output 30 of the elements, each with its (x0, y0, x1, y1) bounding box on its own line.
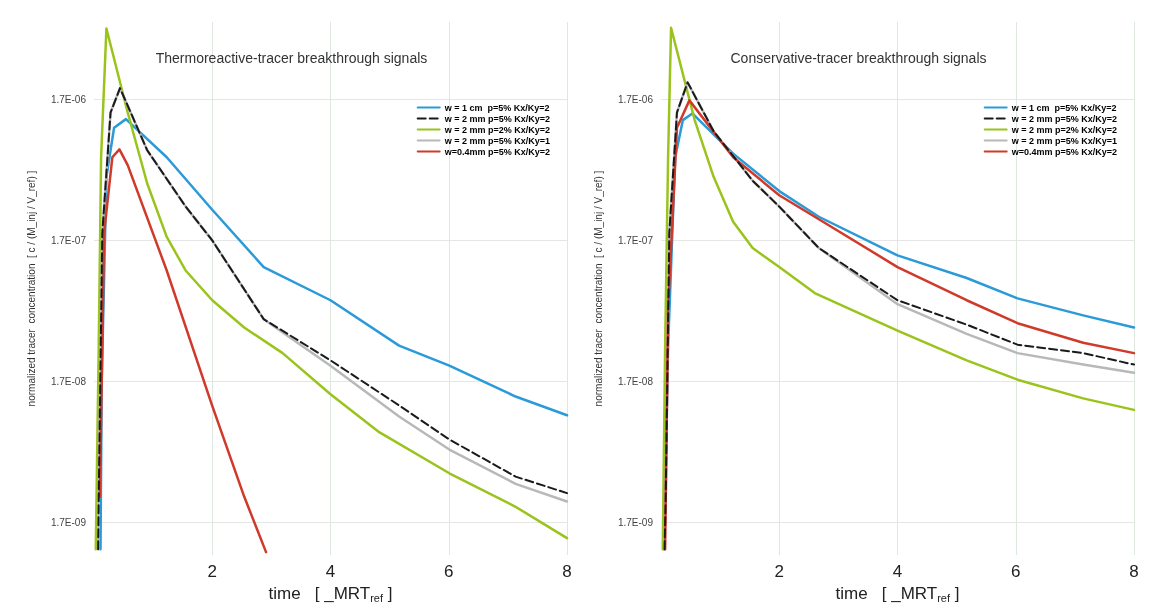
y-tick-label: 1.7E-06 (617, 93, 654, 105)
legend-label: w=0.4mm p=5% Kx/Ky=2 (1010, 146, 1118, 157)
text: Thermoreactive-tracer breakthrough signals (155, 50, 428, 66)
legend-label: w = 2 mm p=5% Kx/Ky=2 (443, 113, 551, 124)
y-tick-label: 1.7E-06 (50, 93, 87, 105)
x-tick-label: 6 (1011, 562, 1021, 582)
y-axis-title: normalized tracer concentration [ c / (M_inj / V_ref) ] (25, 170, 37, 407)
x-tick-label: 8 (562, 562, 572, 582)
x-tick-label: 4 (892, 562, 903, 582)
x-tick-label: 6 (444, 562, 454, 582)
legend-label: w=0.4mm p=5% Kx/Ky=2 (443, 146, 551, 157)
legend-label: w = 1 cm p=5% Kx/Ky=2 (443, 102, 550, 113)
y-axis-title: normalized tracer concentration [ c / (M_inj / V_ref) ] (592, 170, 604, 407)
x-tick-label: 8 (1129, 562, 1139, 582)
legend-label: w = 2 mm p=5% Kx/Ky=2 (1010, 113, 1118, 124)
legend-label: w = 2 mm p=2% Kx/Ky=2 (1010, 124, 1118, 135)
y-tick-label: 1.7E-09 (50, 517, 87, 529)
x-tick-label: 2 (207, 562, 217, 582)
y-tick-label: 1.7E-08 (50, 375, 87, 387)
y-tick-label: 1.7E-07 (50, 234, 87, 246)
x-tick-label: 4 (325, 562, 336, 582)
legend-label: w = 2 mm p=5% Kx/Ky=1 (1010, 135, 1118, 146)
x-tick-label: 2 (774, 562, 784, 582)
legend-label: w = 2 mm p=5% Kx/Ky=1 (443, 135, 551, 146)
text: Conservative-tracer breakthrough signals (730, 50, 987, 66)
y-tick-label: 1.7E-07 (617, 234, 654, 246)
y-tick-label: 1.7E-08 (617, 375, 654, 387)
legend-label: w = 2 mm p=2% Kx/Ky=2 (443, 124, 551, 135)
y-tick-label: 1.7E-09 (617, 517, 654, 529)
legend-label: w = 1 cm p=5% Kx/Ky=2 (1010, 102, 1117, 113)
